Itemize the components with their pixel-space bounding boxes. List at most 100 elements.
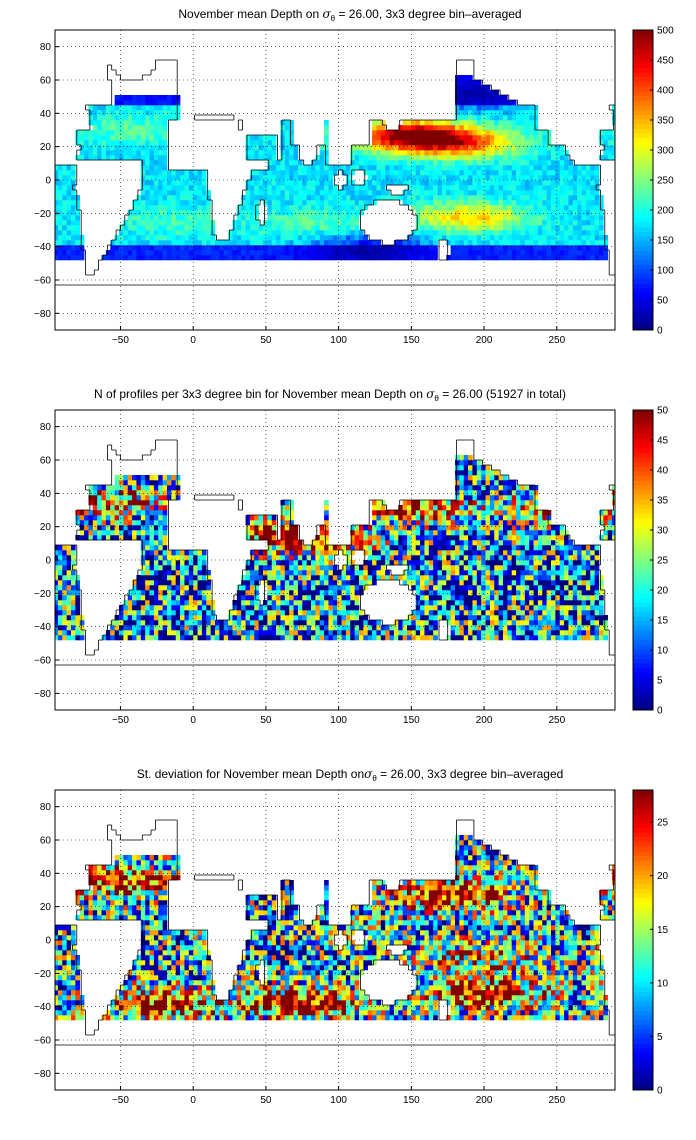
- data-cell: [459, 215, 465, 221]
- data-cell: [162, 250, 168, 256]
- data-cell: [162, 560, 168, 566]
- data-cell: [101, 135, 107, 141]
- data-cell: [376, 135, 382, 141]
- data-cell: [463, 160, 469, 166]
- data-cell: [559, 170, 565, 176]
- data-cell: [524, 180, 530, 186]
- data-cell: [293, 575, 299, 581]
- data-cell: [441, 235, 447, 241]
- data-cell: [289, 200, 294, 206]
- data-cell: [441, 550, 447, 556]
- data-cell: [145, 195, 150, 201]
- data-cell: [123, 95, 129, 101]
- data-cell: [162, 605, 168, 611]
- data-cell: [258, 615, 264, 621]
- data-cell: [153, 145, 159, 151]
- data-cell: [101, 125, 107, 131]
- data-cell: [149, 155, 155, 161]
- data-cell: [503, 235, 508, 241]
- data-cell: [276, 615, 281, 621]
- data-cell: [193, 600, 198, 606]
- data-cell: [529, 225, 534, 231]
- data-cell: [472, 130, 478, 136]
- data-cell: [494, 160, 499, 166]
- data-cell: [407, 120, 412, 126]
- data-cell: [136, 490, 142, 496]
- data-cell: [293, 195, 299, 201]
- data-cell: [136, 580, 142, 586]
- data-cell: [289, 225, 294, 231]
- data-cell: [180, 190, 185, 196]
- data-cell: [459, 490, 465, 496]
- data-cell: [407, 245, 412, 251]
- data-cell: [498, 120, 504, 126]
- colorbar-swatch: [633, 90, 653, 97]
- data-cell: [193, 555, 198, 561]
- data-cell: [105, 485, 111, 491]
- data-cell: [254, 255, 259, 261]
- data-cell: [393, 560, 399, 566]
- data-cell: [599, 135, 604, 141]
- data-cell: [555, 230, 561, 236]
- data-cell: [136, 145, 142, 151]
- data-cell: [441, 560, 447, 566]
- data-cell: [516, 130, 521, 136]
- data-cell: [450, 235, 456, 241]
- data-cell: [92, 105, 98, 111]
- data-cell: [594, 235, 600, 241]
- data-cell: [123, 480, 129, 486]
- data-cell: [119, 125, 124, 131]
- data-cell: [455, 175, 460, 181]
- data-cell: [132, 585, 137, 591]
- data-cell: [245, 600, 251, 606]
- data-cell: [420, 150, 425, 156]
- data-cell: [420, 565, 425, 571]
- data-cell: [485, 140, 491, 146]
- data-cell: [498, 135, 504, 141]
- data-cell: [472, 165, 478, 171]
- data-cell: [315, 230, 321, 236]
- data-cell: [289, 135, 294, 141]
- data-cell: [149, 100, 155, 106]
- data-cell: [254, 215, 259, 221]
- data-cell: [127, 610, 133, 616]
- data-cell: [332, 600, 338, 606]
- data-cell: [254, 635, 259, 641]
- data-cell: [594, 185, 600, 191]
- data-cell: [463, 620, 469, 626]
- data-cell: [302, 570, 307, 576]
- data-cell: [289, 610, 294, 616]
- data-cell: [372, 195, 377, 201]
- data-cell: [420, 210, 425, 216]
- data-cell: [494, 155, 499, 161]
- data-cell: [97, 140, 102, 146]
- data-cell: [568, 190, 574, 196]
- data-cell: [302, 600, 307, 606]
- data-cell: [140, 505, 146, 511]
- data-cell: [332, 225, 338, 231]
- data-cell: [201, 230, 207, 236]
- data-cell: [280, 200, 286, 206]
- data-cell: [284, 600, 290, 606]
- data-cell: [201, 585, 207, 591]
- data-cell: [463, 90, 469, 96]
- data-cell: [55, 250, 59, 256]
- data-cell: [472, 140, 478, 146]
- colorbar-swatch: [633, 208, 653, 214]
- data-cell: [441, 555, 447, 561]
- data-cell: [455, 230, 460, 236]
- data-cell: [241, 620, 246, 626]
- data-cell: [267, 230, 273, 236]
- data-cell: [123, 495, 129, 501]
- data-cell: [428, 125, 434, 131]
- data-cell: [428, 535, 434, 541]
- data-cell: [450, 535, 456, 541]
- data-cell: [498, 215, 504, 221]
- data-cell: [62, 175, 67, 181]
- data-cell: [389, 625, 395, 631]
- data-cell: [140, 95, 146, 101]
- data-cell: [350, 565, 355, 571]
- data-cell: [197, 220, 203, 226]
- data-cell: [249, 535, 255, 541]
- data-cell: [280, 525, 286, 531]
